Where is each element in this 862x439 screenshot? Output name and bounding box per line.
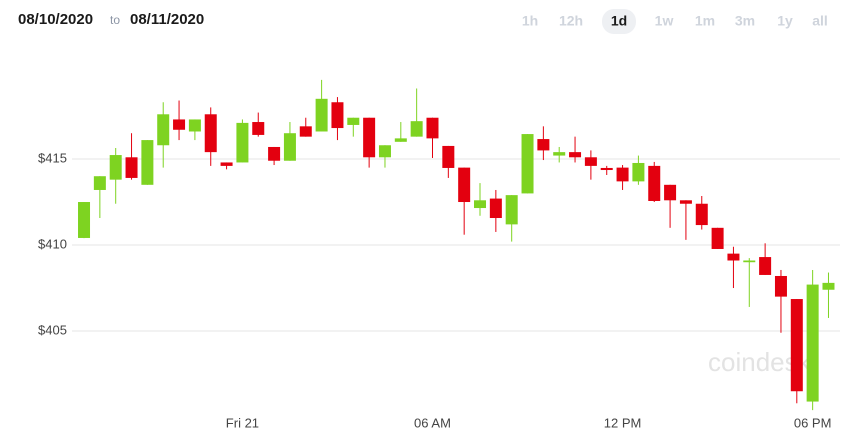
candle-body — [711, 227, 724, 249]
candle-body — [141, 140, 154, 185]
range-button[interactable]: all — [812, 13, 828, 29]
candle-body — [347, 117, 360, 125]
candle-body — [569, 152, 582, 158]
candle-body — [331, 102, 344, 129]
candle-body — [648, 165, 661, 201]
x-tick-label: 12 PM — [604, 415, 642, 430]
date-from[interactable]: 08/10/2020 — [18, 11, 93, 28]
range-button[interactable]: 1h — [522, 13, 538, 29]
candle-body — [173, 119, 186, 130]
candle-body — [78, 202, 91, 238]
y-tick-label: $415 — [38, 150, 67, 165]
candle-body — [410, 121, 423, 137]
candle-body — [553, 152, 566, 156]
candle-body — [664, 184, 677, 201]
candle-body — [204, 114, 217, 153]
candle-body — [157, 114, 170, 146]
candle-body — [695, 203, 708, 226]
candle-body — [632, 162, 645, 182]
x-tick-label: Fri 21 — [226, 415, 259, 430]
candle-body — [378, 145, 391, 158]
date-separator: to — [110, 13, 120, 27]
candle-body — [521, 134, 534, 194]
candle-body — [474, 200, 487, 209]
range-selector: 1h 12h 1d 1w 1m 3m 1y all — [522, 9, 828, 34]
candle-body — [109, 155, 122, 180]
range-button[interactable]: 1w — [655, 13, 674, 29]
candle-body — [727, 253, 740, 261]
candle-body — [822, 282, 835, 290]
candle-body — [489, 198, 502, 219]
candle-body — [188, 119, 201, 132]
candle-body — [790, 299, 803, 392]
candle-body — [426, 117, 439, 139]
candle-body — [394, 138, 407, 142]
candle-body — [616, 167, 629, 182]
candle-body — [679, 200, 692, 204]
candle-body — [299, 126, 312, 137]
candle-body — [93, 176, 106, 190]
x-tick-label: 06 PM — [794, 415, 832, 430]
candle-body — [236, 122, 249, 163]
range-button[interactable]: 1d — [611, 13, 627, 29]
range-button[interactable]: 1y — [777, 13, 793, 29]
y-tick-label: $410 — [38, 236, 67, 251]
candle-body — [268, 146, 281, 161]
candle-body — [600, 167, 613, 171]
range-button[interactable]: 1m — [695, 13, 715, 29]
candle-body — [743, 260, 756, 263]
x-axis: Fri 21 06 AM 12 PM 06 PM — [226, 415, 832, 430]
candle-body — [363, 117, 376, 158]
candle-body — [252, 122, 265, 135]
candle-body — [220, 162, 233, 166]
candle-body — [774, 275, 787, 297]
range-selected-bg — [602, 9, 636, 34]
candle-body — [537, 139, 550, 151]
candle-body — [283, 133, 296, 161]
x-tick-label: 06 AM — [414, 415, 451, 430]
y-tick-label: $405 — [38, 322, 67, 337]
candle-body — [442, 145, 455, 168]
candle-body — [759, 257, 772, 275]
range-button[interactable]: 3m — [735, 13, 755, 29]
range-button[interactable]: 12h — [559, 13, 583, 29]
candle-body — [806, 284, 819, 402]
candle-body — [584, 157, 597, 166]
candle-body — [125, 157, 138, 178]
candle-body — [315, 98, 328, 132]
candles — [78, 79, 835, 411]
candle-body — [505, 195, 518, 225]
candle-body — [458, 167, 471, 203]
date-to[interactable]: 08/11/2020 — [130, 11, 204, 28]
